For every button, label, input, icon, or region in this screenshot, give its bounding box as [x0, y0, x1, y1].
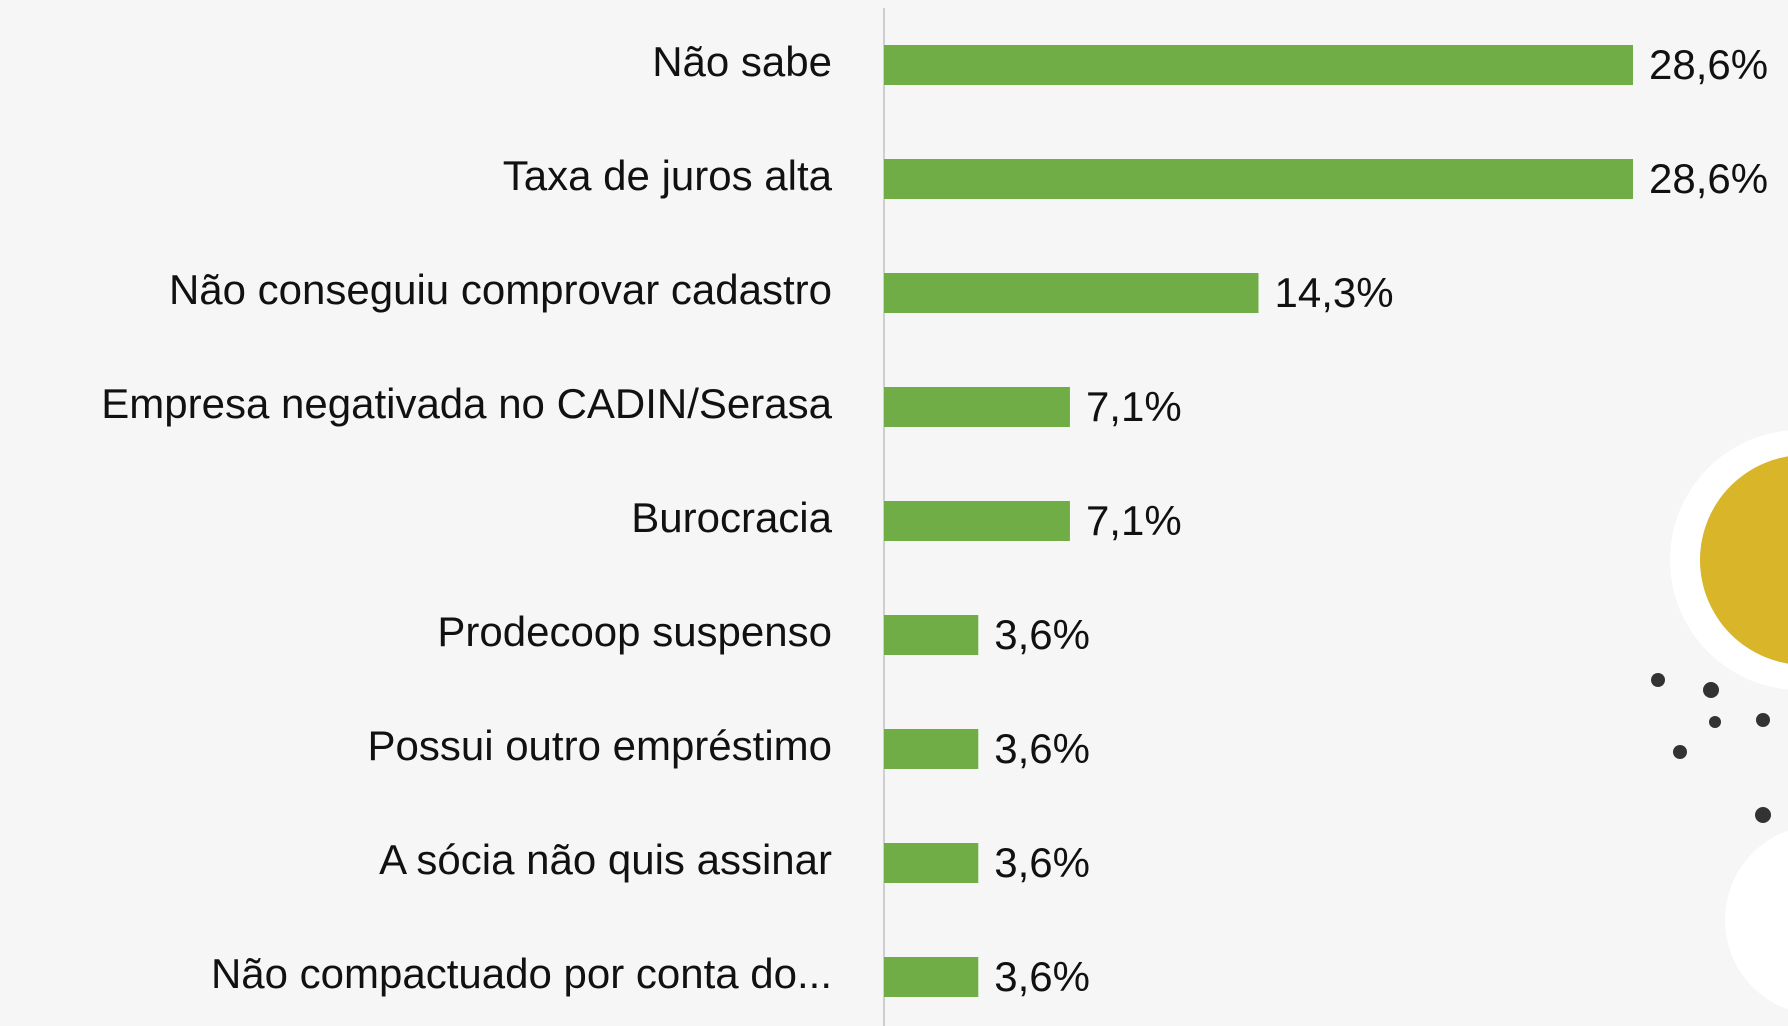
value-label: 14,3% — [1275, 269, 1394, 316]
pepper — [1703, 682, 1719, 698]
category-label: Não compactuado por conta do... — [211, 950, 832, 997]
category-label: Possui outro empréstimo — [367, 722, 832, 769]
category-label: Prodecoop suspenso — [437, 608, 832, 655]
pepper — [1756, 713, 1770, 727]
category-label: Empresa negativada no CADIN/Serasa — [101, 380, 832, 427]
bar — [884, 45, 1633, 85]
pepper — [1673, 745, 1687, 759]
value-label: 28,6% — [1649, 155, 1768, 202]
value-label: 7,1% — [1086, 497, 1182, 544]
category-label: Burocracia — [631, 494, 832, 541]
bar — [884, 843, 978, 883]
page: Não sabe 28,6% Taxa de juros alta 28,6% Não … — [0, 0, 1788, 1026]
value-label: 28,6% — [1649, 41, 1768, 88]
value-label: 3,6% — [994, 839, 1090, 886]
bar — [884, 273, 1259, 313]
value-label: 3,6% — [994, 953, 1090, 1000]
pepper — [1755, 807, 1771, 823]
value-label: 3,6% — [994, 611, 1090, 658]
value-label: 7,1% — [1086, 383, 1182, 430]
bar — [884, 957, 978, 997]
value-label: 3,6% — [994, 725, 1090, 772]
bar — [884, 159, 1633, 199]
bar — [884, 729, 978, 769]
bar — [884, 387, 1070, 427]
pepper — [1709, 716, 1721, 728]
category-label: Não sabe — [652, 38, 832, 85]
category-label: Taxa de juros alta — [503, 152, 833, 199]
bar — [884, 615, 978, 655]
category-label: A sócia não quis assinar — [379, 836, 832, 883]
category-label: Não conseguiu comprovar cadastro — [169, 266, 832, 313]
chart: Não sabe 28,6% Taxa de juros alta 28,6% Não … — [0, 0, 1788, 1026]
pepper — [1651, 673, 1665, 687]
bar — [884, 501, 1070, 541]
